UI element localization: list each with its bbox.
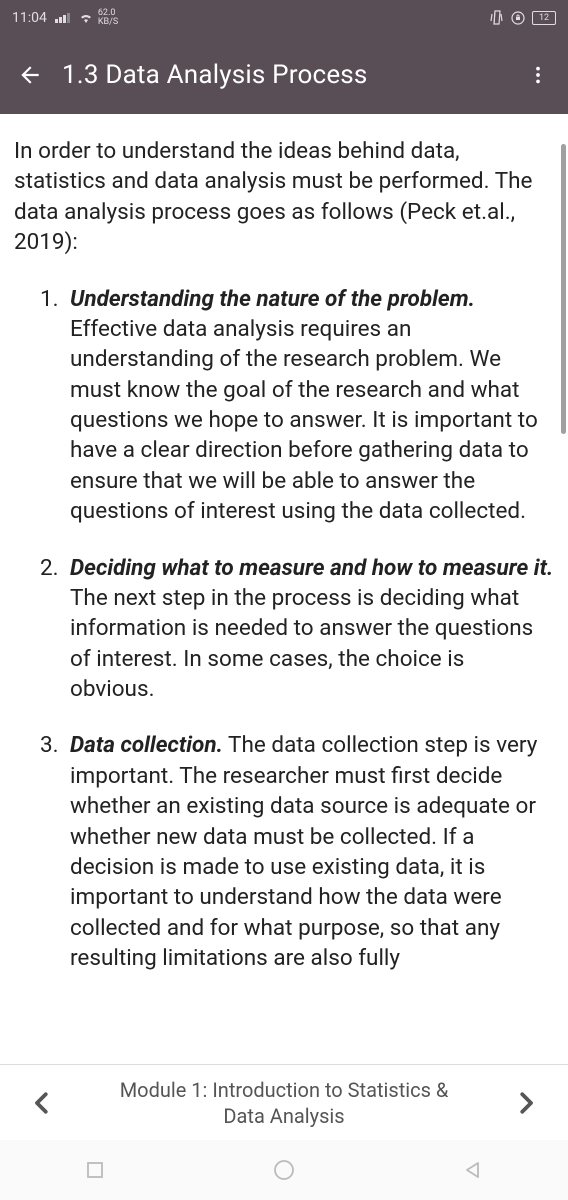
status-time: 11:04 [12, 10, 47, 26]
list-item: 3. Data collection. The data collection … [48, 730, 554, 973]
data-speed-unit: KB/S [98, 18, 118, 27]
next-button[interactable] [504, 1081, 548, 1125]
bottom-nav: Module 1: Introduction to Statistics & D… [0, 1064, 568, 1140]
home-button[interactable] [264, 1150, 304, 1190]
status-left: 11:04 62.0 KB/S [12, 9, 118, 27]
signal-icon [55, 13, 70, 23]
list-number: 3. [40, 730, 59, 760]
square-icon [85, 1160, 105, 1180]
rotation-lock-icon [510, 10, 526, 26]
scrollbar[interactable] [561, 144, 566, 434]
arrow-left-icon [17, 62, 43, 88]
chevron-left-icon [27, 1088, 57, 1118]
list-item: 2. Deciding what to measure and how to m… [48, 553, 554, 705]
steps-list: 1. Understanding the nature of the probl… [14, 284, 554, 974]
list-number: 2. [40, 553, 59, 583]
battery-icon: 12 [532, 11, 556, 25]
item-body: Effective data analysis requires an unde… [70, 316, 538, 524]
system-nav [0, 1140, 568, 1200]
system-back-button[interactable] [453, 1150, 493, 1190]
intro-paragraph: In order to understand the ideas behind … [14, 136, 554, 258]
module-line1: Module 1: Introduction to Statistics & [120, 1078, 449, 1102]
item-body: The next step in the process is deciding… [70, 585, 533, 702]
module-title: Module 1: Introduction to Statistics & D… [64, 1077, 504, 1129]
content-area[interactable]: In order to understand the ideas behind … [0, 114, 568, 1014]
page-title: 1.3 Data Analysis Process [62, 60, 520, 90]
prev-button[interactable] [20, 1081, 64, 1125]
circle-icon [272, 1158, 296, 1182]
status-right: 12 [488, 10, 556, 26]
module-line2: Data Analysis [223, 1104, 344, 1128]
list-item: 1. Understanding the nature of the probl… [48, 284, 554, 527]
back-button[interactable] [12, 57, 48, 93]
recent-apps-button[interactable] [75, 1150, 115, 1190]
item-title: Deciding what to measure and how to meas… [70, 555, 553, 581]
status-bar: 11:04 62.0 KB/S 12 [0, 0, 568, 36]
vibrate-icon [488, 10, 504, 26]
more-vert-icon [527, 64, 549, 86]
more-button[interactable] [520, 57, 556, 93]
item-body: The data collection step is very importa… [70, 732, 537, 971]
item-title: Understanding the nature of the problem. [70, 286, 475, 312]
app-bar: 1.3 Data Analysis Process [0, 36, 568, 114]
chevron-right-icon [511, 1088, 541, 1118]
triangle-left-icon [462, 1159, 484, 1181]
item-title: Data collection. [70, 732, 223, 758]
list-number: 1. [40, 284, 59, 314]
wifi-icon: 62.0 KB/S [78, 9, 118, 27]
